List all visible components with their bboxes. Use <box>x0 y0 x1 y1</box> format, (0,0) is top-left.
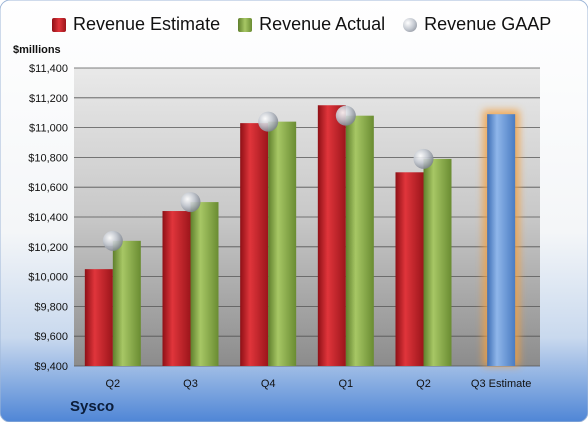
legend-item-gaap: Revenue GAAP <box>403 14 551 35</box>
y-tick-label: $11,400 <box>29 63 68 75</box>
x-tick-label: Q2 <box>416 378 431 390</box>
y-axis-ticks: $9,400 $9,600 $9,800 $10,000 $10,200 $10,400 $… <box>28 63 68 373</box>
bar-q3-estimate <box>487 114 516 366</box>
legend-item-estimate: Revenue Estimate <box>52 14 220 35</box>
bar-revenue-actual <box>345 115 374 367</box>
y-tick-label: $9,800 <box>34 301 68 313</box>
company-name: Sysco <box>70 398 115 415</box>
bar-revenue-actual <box>190 202 219 366</box>
bar-revenue-estimate <box>317 105 346 366</box>
y-tick-label: $11,000 <box>29 123 68 135</box>
legend: Revenue Estimate Revenue Actual Revenue … <box>52 14 569 35</box>
bar-revenue-estimate <box>395 172 424 366</box>
y-tick-label: $10,800 <box>28 152 68 164</box>
marker-revenue-gaap <box>180 192 201 213</box>
bar-revenue-estimate <box>162 211 191 366</box>
bar-revenue-estimate <box>84 269 113 366</box>
y-tick-label: $10,000 <box>28 272 68 284</box>
marker-revenue-gaap <box>102 230 123 251</box>
bar-revenue-actual <box>268 121 297 366</box>
marker-revenue-gaap <box>335 105 356 126</box>
marker-revenue-gaap <box>258 111 279 132</box>
y-axis-unit-label: $millions <box>13 44 61 56</box>
x-tick-label: Q4 <box>261 378 276 390</box>
x-tick-label: Q3 <box>183 378 198 390</box>
x-axis-ticks: Q2 Q3 Q4 Q1 Q2 Q3 Estimate <box>105 378 531 390</box>
y-tick-label: $9,600 <box>34 331 68 343</box>
bar-revenue-estimate <box>240 123 269 366</box>
legend-swatch-gaap <box>403 17 418 32</box>
legend-label-estimate: Revenue Estimate <box>73 14 221 34</box>
bars <box>84 105 520 367</box>
bar-revenue-actual <box>112 240 141 366</box>
y-tick-label: $10,600 <box>28 182 68 194</box>
y-tick-label: $10,400 <box>28 212 68 224</box>
legend-swatch-actual <box>238 17 253 32</box>
legend-label-actual: Revenue Actual <box>259 14 386 34</box>
legend-item-actual: Revenue Actual <box>238 14 385 35</box>
legend-label-gaap: Revenue GAAP <box>424 14 552 34</box>
x-tick-label: Q1 <box>338 378 353 390</box>
y-tick-label: $9,400 <box>34 361 68 373</box>
x-tick-label: Q2 <box>105 378 120 390</box>
x-tick-label: Q3 Estimate <box>471 378 532 390</box>
gridlines <box>74 67 540 367</box>
legend-swatch-estimate <box>52 17 66 32</box>
y-tick-label: $10,200 <box>28 242 68 254</box>
y-tick-label: $11,200 <box>29 93 68 105</box>
marker-revenue-gaap <box>413 148 434 169</box>
gaap-markers <box>102 105 434 251</box>
bar-revenue-actual <box>423 158 452 366</box>
